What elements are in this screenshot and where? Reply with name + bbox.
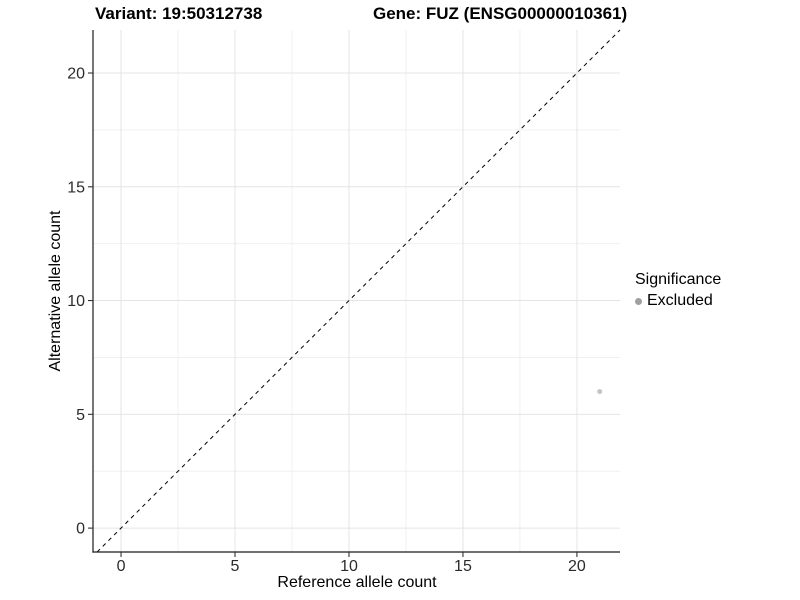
legend-title: Significance bbox=[635, 271, 722, 288]
legend: Significance Excluded bbox=[635, 271, 721, 310]
y-tick-label: 5 bbox=[76, 407, 85, 424]
plot-title-variant: Variant: 19:50312738 bbox=[95, 4, 263, 23]
x-tick-label: 15 bbox=[454, 558, 472, 575]
plot-title-gene: Gene: FUZ (ENSG00000010361) bbox=[373, 4, 628, 23]
x-tick-label: 0 bbox=[117, 558, 126, 575]
legend-item-excluded: Excluded bbox=[635, 292, 721, 310]
data-point bbox=[597, 389, 603, 395]
x-tick-label: 20 bbox=[568, 558, 586, 575]
legend-item-label: Excluded bbox=[647, 292, 713, 309]
y-tick-label: 10 bbox=[67, 293, 85, 310]
y-tick-label: 0 bbox=[76, 521, 85, 538]
x-axis-title: Reference allele count bbox=[277, 574, 437, 591]
identity-line bbox=[96, 29, 621, 553]
y-tick-label: 15 bbox=[67, 179, 85, 196]
legend-key-dot-icon bbox=[635, 297, 642, 305]
x-tick-label: 5 bbox=[231, 558, 240, 575]
x-tick-label: 10 bbox=[340, 558, 358, 575]
y-tick-label: 20 bbox=[67, 66, 85, 83]
